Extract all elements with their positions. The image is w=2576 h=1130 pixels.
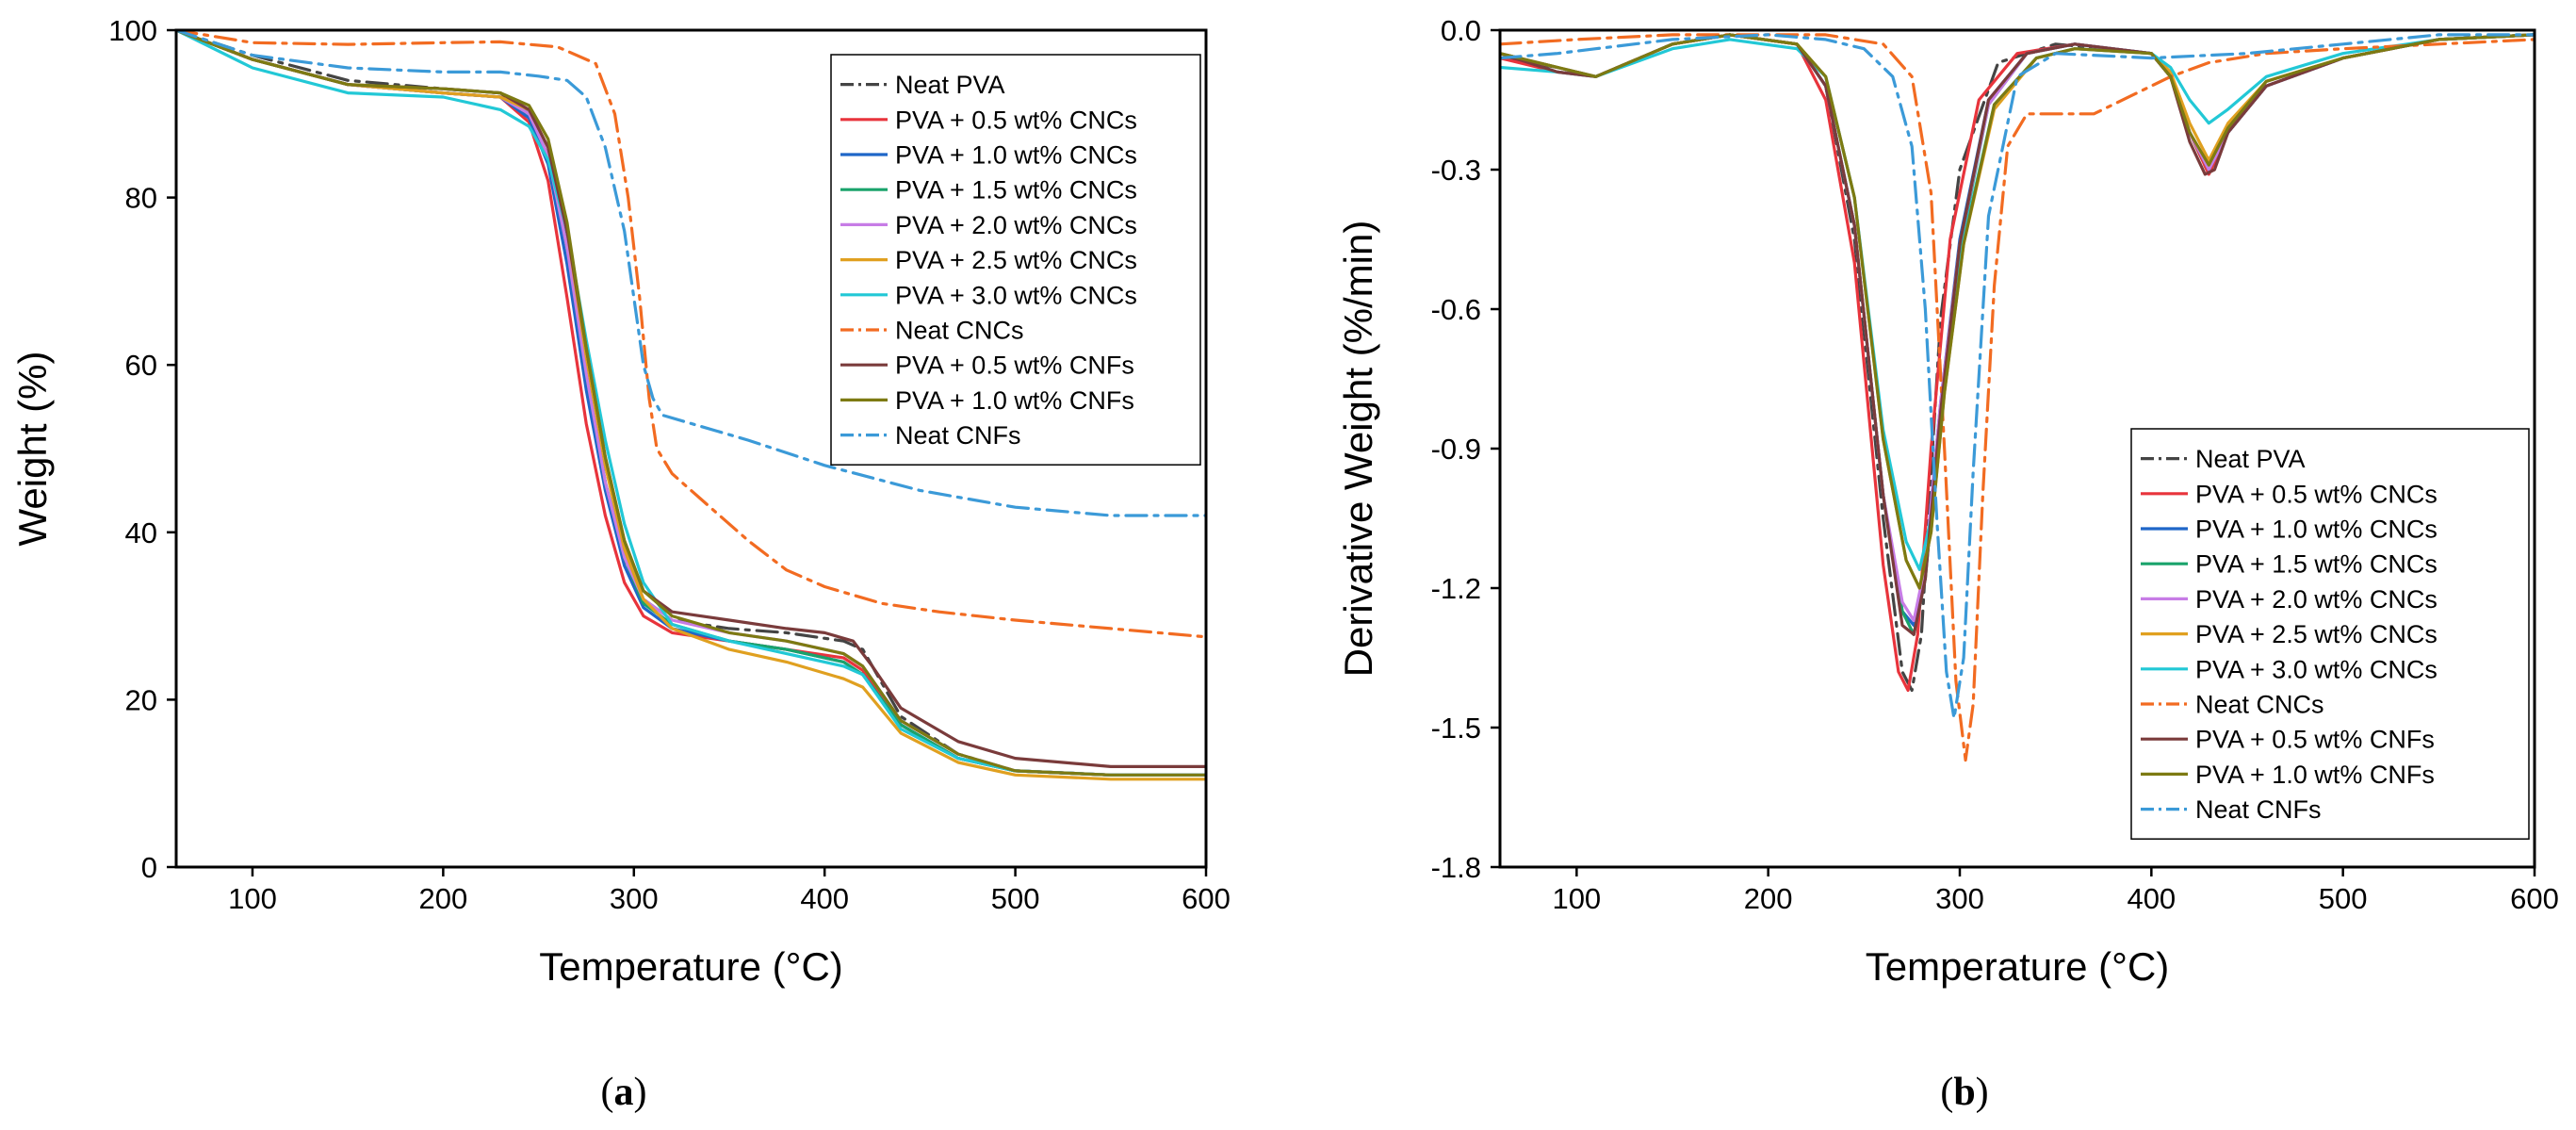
series-line-11 [1500, 33, 2535, 720]
series-group [1500, 33, 2535, 762]
legend-label-8: Neat CNCs [2195, 691, 2324, 719]
y-tick-label: 40 [125, 516, 157, 549]
legend-box [830, 54, 1201, 466]
legend-label-5: PVA + 2.0 wt% CNCs [895, 211, 1137, 239]
y-axis-label: Derivative Weight (%/min) [1336, 221, 1380, 678]
series-line-6 [176, 30, 1206, 781]
x-tick-label: 300 [1935, 882, 1984, 915]
y-tick-label: -1.8 [1431, 851, 1481, 884]
y-tick-label: -1.2 [1431, 572, 1481, 605]
legend: Neat PVA PVA + 0.5 wt% CNCs PVA + 1.0 wt% … [2130, 428, 2530, 840]
x-tick-label: 100 [228, 882, 277, 915]
x-tick-label: 100 [1552, 882, 1601, 915]
legend-label-2: PVA + 0.5 wt% CNCs [2195, 480, 2437, 508]
legend-label-10: PVA + 1.0 wt% CNFs [895, 386, 1134, 415]
legend-label-4: PVA + 1.5 wt% CNCs [2195, 550, 2437, 579]
x-tick-label: 200 [419, 882, 468, 915]
x-tick-label: 500 [2319, 882, 2368, 915]
x-tick-label: 200 [1744, 882, 1793, 915]
legend-label-2: PVA + 0.5 wt% CNCs [895, 106, 1137, 134]
x-tick-label: 400 [800, 882, 849, 915]
y-tick-label: 100 [108, 14, 157, 47]
y-tick-label: 20 [125, 683, 157, 716]
legend-label-9: PVA + 0.5 wt% CNFs [2195, 726, 2435, 754]
legend-label-11: Neat CNFs [2195, 795, 2322, 824]
legend-label-1: Neat PVA [895, 71, 1005, 99]
panel-label: (a) [601, 1071, 647, 1114]
legend-label-7: PVA + 3.0 wt% CNCs [2195, 655, 2437, 683]
y-tick-label: -1.5 [1431, 712, 1481, 745]
series-line-8 [1500, 33, 2535, 762]
legend-label-4: PVA + 1.5 wt% CNCs [895, 176, 1137, 205]
y-tick-label: -0.3 [1431, 154, 1481, 187]
y-tick-label: 80 [125, 182, 157, 215]
x-tick-label: 600 [1182, 882, 1231, 915]
y-axis-label: Weight (%) [10, 352, 55, 547]
y-tick-label: -0.9 [1431, 433, 1481, 466]
series-line-11 [176, 30, 1206, 517]
series-line-10 [176, 30, 1206, 777]
legend-label-9: PVA + 0.5 wt% CNFs [895, 352, 1134, 380]
legend: Neat PVA PVA + 0.5 wt% CNCs PVA + 1.0 wt% … [830, 54, 1201, 466]
legend-label-3: PVA + 1.0 wt% CNCs [2195, 516, 2437, 544]
y-tick-label: 0.0 [1441, 14, 1481, 47]
x-tick-label: 500 [991, 882, 1040, 915]
series-line-8 [176, 30, 1206, 639]
panel-label: (b) [1940, 1071, 1988, 1114]
legend-label-11: Neat CNFs [895, 421, 1021, 450]
x-tick-label: 300 [610, 882, 659, 915]
legend-box [2130, 428, 2530, 840]
panel-b: 100 200 300 400 500 600 0.0 -0.3 -0.6 -0.9 -1.2 -1.… [1336, 14, 2559, 1114]
x-tick-label: 600 [2510, 882, 2559, 915]
legend-label-8: Neat CNCs [895, 317, 1024, 345]
series-group [176, 30, 1206, 781]
x-tick-label: 400 [2127, 882, 2176, 915]
y-tick-label: 60 [125, 349, 157, 382]
series-line-7 [176, 30, 1206, 777]
legend-label-10: PVA + 1.0 wt% CNFs [2195, 761, 2435, 789]
panel-a: 100 200 300 400 500 600 0 20 40 60 80 100 Temperatur… [10, 14, 1231, 1114]
legend-label-1: Neat PVA [2195, 445, 2306, 473]
legend-label-7: PVA + 3.0 wt% CNCs [895, 281, 1137, 309]
legend-label-6: PVA + 2.5 wt% CNCs [895, 246, 1137, 274]
x-axis-label: Temperature (°C) [539, 944, 843, 989]
plot-frame [174, 28, 1208, 869]
legend-label-6: PVA + 2.5 wt% CNCs [2195, 620, 2437, 648]
legend-label-5: PVA + 2.0 wt% CNCs [2195, 585, 2437, 614]
y-tick-label: 0 [141, 851, 157, 884]
x-axis-label: Temperature (°C) [1866, 944, 2170, 989]
y-tick-label: -0.6 [1431, 293, 1481, 326]
legend-label-3: PVA + 1.0 wt% CNCs [895, 141, 1137, 170]
